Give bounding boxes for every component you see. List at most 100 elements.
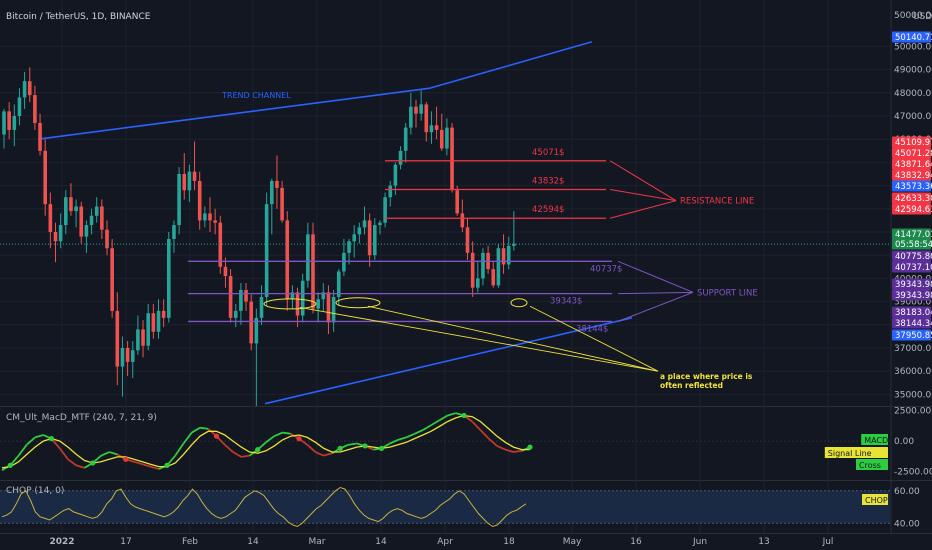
candle-body xyxy=(424,104,429,133)
price-badge xyxy=(892,147,931,159)
price-badge-text: 39343.98 xyxy=(895,291,932,301)
macd-line-segment xyxy=(479,429,490,440)
support-level-label: 38144$ xyxy=(576,324,608,334)
callout-ellipse xyxy=(335,297,381,309)
callout-ellipse xyxy=(263,298,317,310)
candle-body xyxy=(208,213,212,221)
candle-body xyxy=(388,185,393,198)
price-axis-tick: 39000.00 xyxy=(894,298,932,308)
candle-body xyxy=(182,174,187,191)
candle-body xyxy=(285,220,290,300)
macd-line-segment xyxy=(133,460,143,466)
time-axis-label: Apr xyxy=(437,537,453,547)
candle-body xyxy=(393,164,398,186)
macd-line-segment xyxy=(414,429,424,435)
candle-body xyxy=(7,111,11,130)
candle-body xyxy=(321,292,326,300)
price-badge xyxy=(892,192,931,204)
price-badge xyxy=(892,169,931,181)
candle-body xyxy=(239,290,243,311)
price-badge xyxy=(892,289,931,301)
time-axis-label: Jul xyxy=(822,537,834,547)
candle-body xyxy=(439,129,444,149)
price-badge xyxy=(892,329,931,341)
candle-body xyxy=(326,292,331,323)
price-axis-tick: 50000.00 xyxy=(894,11,932,21)
candle-body xyxy=(476,278,480,288)
candle-body xyxy=(414,106,418,114)
candle-body xyxy=(306,234,310,281)
candle-body xyxy=(17,97,22,116)
candle-body xyxy=(22,81,27,98)
candle-body xyxy=(491,269,496,286)
macd-line-segment xyxy=(471,420,482,431)
macd-axis-tick: 0.00 xyxy=(894,437,914,447)
candle-body xyxy=(249,301,253,344)
candle-body xyxy=(264,204,269,297)
candle-body xyxy=(367,220,372,256)
resistance-level-label: 43832$ xyxy=(532,176,564,186)
price-badge xyxy=(892,31,931,43)
price-badge-text: 45109.97 xyxy=(895,138,932,148)
macd-cross-dot xyxy=(7,462,13,468)
time-axis-label: 2022 xyxy=(49,537,74,547)
candle-body xyxy=(110,248,114,311)
candle-body xyxy=(300,280,305,316)
time-axis-label: 14 xyxy=(247,537,259,547)
time-axis-label: 17 xyxy=(120,537,131,547)
candle-body xyxy=(223,266,228,277)
candle-body xyxy=(94,206,99,216)
price-badge xyxy=(892,306,931,318)
price-badge-text: 42594.61 xyxy=(895,205,932,215)
candle-body xyxy=(455,190,459,214)
macd-legend-chip xyxy=(856,459,888,470)
macd-line-segment xyxy=(315,451,325,457)
macd-line-segment xyxy=(17,444,28,457)
macd-line-segment xyxy=(241,454,250,458)
macd-line-segment xyxy=(397,436,407,441)
candle-body xyxy=(347,241,351,253)
macd-line-segment xyxy=(100,451,110,457)
macd-line-segment xyxy=(405,432,415,439)
price-badge-text: 05:58:54 xyxy=(895,240,932,250)
macd-cross-dot xyxy=(123,456,129,462)
price-badge-text: 42633.30 xyxy=(895,194,932,204)
trend-channel-upper xyxy=(37,87,431,140)
price-badge-text: 40775.80 xyxy=(895,252,932,262)
time-axis-label: 14 xyxy=(375,537,387,547)
candle-body xyxy=(465,227,470,253)
support-level-label: 40737$ xyxy=(590,264,622,274)
price-axis-bg xyxy=(891,0,932,550)
macd-line-segment xyxy=(199,426,209,430)
candle-body xyxy=(125,348,130,362)
support-arrow xyxy=(617,260,694,293)
macd-line-segment xyxy=(34,434,44,439)
candle-body xyxy=(295,292,300,316)
candle-body xyxy=(270,180,274,205)
macd-line-segment xyxy=(430,419,440,427)
time-axis-label: 18 xyxy=(503,537,515,547)
macd-cross-dot xyxy=(48,436,55,442)
macd-cross-dot xyxy=(527,444,533,450)
candle-body xyxy=(470,252,475,288)
candle-body xyxy=(74,206,78,212)
macd-cross-dot xyxy=(378,445,385,451)
candle-body xyxy=(512,243,516,246)
macd-line-segment xyxy=(306,444,317,453)
support-level-label: 39343$ xyxy=(550,297,582,307)
trend-channel-lower xyxy=(264,317,633,405)
candle-body xyxy=(254,317,259,344)
chop-axis-tick: 60.00 xyxy=(894,487,920,497)
candle-body xyxy=(172,225,176,239)
candle-body xyxy=(496,248,501,286)
candle-body xyxy=(105,229,109,249)
macd-cross-dot xyxy=(296,436,302,442)
candle-body xyxy=(290,292,295,300)
macd-legend-chip xyxy=(861,434,888,445)
candle-body xyxy=(445,127,449,149)
price-axis-tick: 49000.00 xyxy=(894,66,932,76)
candle-body xyxy=(38,122,42,151)
price-badge xyxy=(892,250,931,262)
candle-body xyxy=(342,252,346,272)
